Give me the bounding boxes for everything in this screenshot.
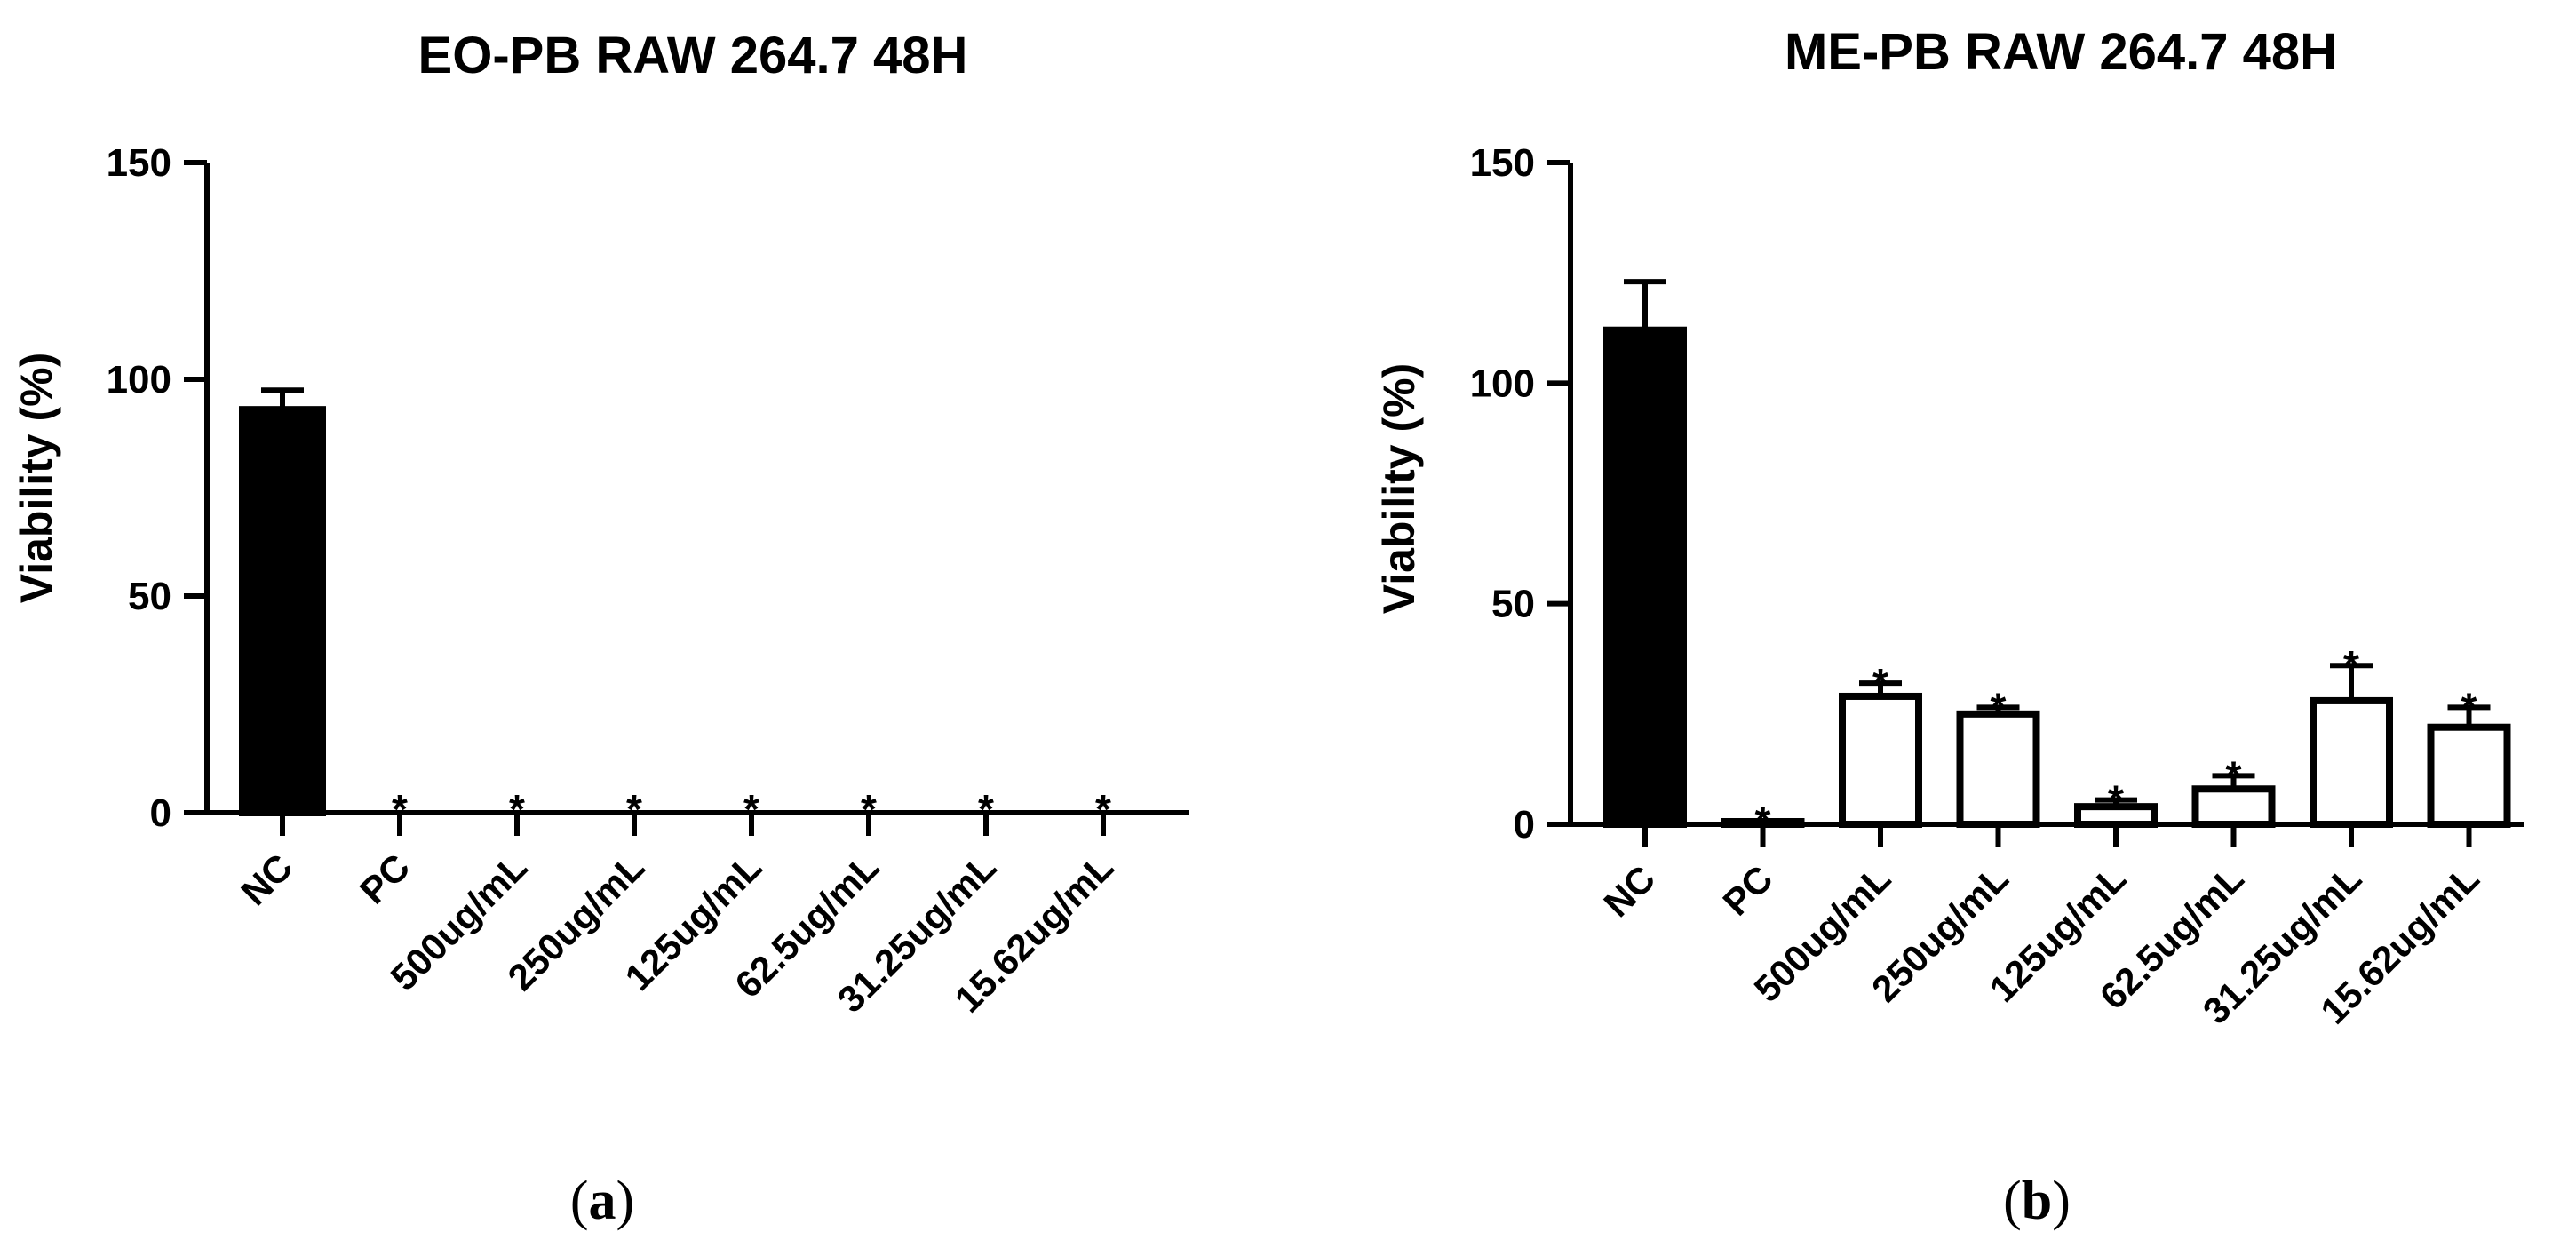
panel-label-b: (b)	[2003, 1171, 2071, 1231]
chart-title-a: EO-PB RAW 264.7 48H	[418, 27, 968, 84]
y-tick-label: 50	[128, 575, 171, 618]
significance-marker: *	[2108, 777, 2124, 823]
x-tick-label: PC	[1714, 857, 1781, 924]
x-tick-label: NC	[1595, 857, 1663, 925]
bar	[1603, 326, 1687, 828]
bar	[2427, 723, 2511, 829]
significance-marker: *	[1872, 660, 1888, 706]
y-tick-label: 100	[1470, 362, 1535, 405]
significance-marker: *	[978, 786, 994, 832]
x-tick-label: NC	[233, 846, 300, 913]
chart-panel-a: EO-PB RAW 264.7 48H Viability (%) 0 50 100…	[12, 27, 1189, 1021]
chart-title-b: ME-PB RAW 264.7 48H	[1785, 23, 2337, 81]
chart-panel-b: ME-PB RAW 264.7 48H Viability (%) 0 50 100…	[1374, 23, 2524, 1032]
y-tick-label: 0	[1514, 803, 1535, 847]
y-tick-label: 50	[1491, 583, 1535, 626]
significance-marker: *	[2226, 752, 2242, 799]
bar	[2310, 696, 2393, 829]
significance-marker: *	[392, 786, 408, 832]
y-axis-label-b: Viability (%)	[1374, 363, 1424, 614]
y-tick-label: 150	[1470, 141, 1535, 185]
y-tick-label: 0	[150, 791, 171, 835]
significance-marker: *	[1755, 798, 1771, 844]
y-tick-label: 150	[107, 141, 171, 185]
bar	[2191, 785, 2276, 828]
significance-marker: *	[861, 786, 877, 832]
bar	[1839, 692, 1922, 829]
bar	[239, 406, 326, 816]
y-tick-label: 100	[107, 358, 171, 401]
significance-marker: *	[626, 786, 642, 832]
significance-marker: *	[2343, 642, 2359, 688]
panel-label-a: (a)	[570, 1171, 634, 1231]
significance-marker: *	[1991, 684, 2007, 730]
significance-marker: *	[2461, 684, 2477, 730]
significance-marker: *	[1095, 786, 1111, 832]
significance-marker: *	[509, 786, 525, 832]
significance-marker: *	[743, 786, 759, 832]
x-tick-label: PC	[352, 846, 418, 912]
bar	[1956, 710, 2040, 828]
y-axis-label-a: Viability (%)	[12, 353, 61, 603]
